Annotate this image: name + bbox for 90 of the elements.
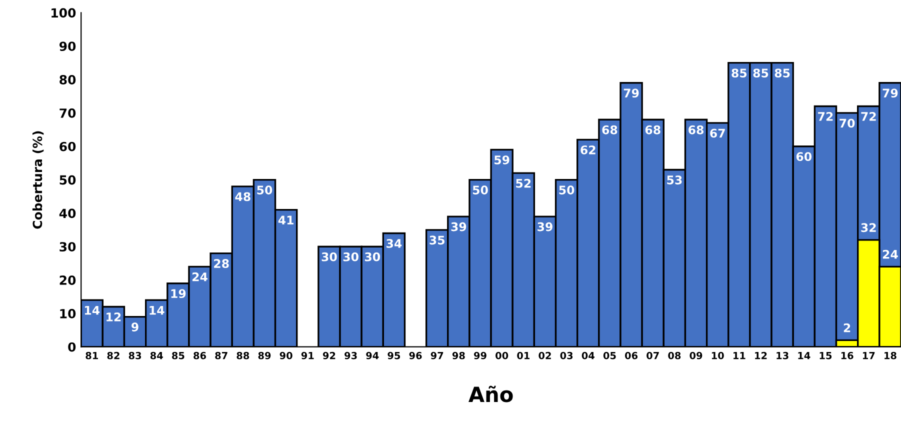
x-tick-label: 00 — [496, 352, 508, 360]
x-tick-label: 08 — [668, 352, 681, 360]
y-tick-label: 60 — [60, 142, 76, 152]
x-tick-label: 85 — [172, 352, 184, 360]
data-label: 85 — [753, 68, 768, 78]
x-tick-label: 87 — [215, 352, 228, 360]
data-label: 79 — [624, 88, 639, 98]
data-label: 39 — [538, 222, 552, 232]
data-label: 14 — [84, 306, 100, 315]
y-tick-label: 10 — [60, 308, 76, 318]
data-label: 50 — [257, 186, 272, 194]
y-tick-label: 40 — [59, 208, 76, 218]
x-tick-label: 86 — [194, 352, 206, 360]
x-tick-label: 07 — [646, 352, 659, 360]
y-axis-title: Cobertura (%) — [32, 131, 44, 229]
y-tick-label: 70 — [60, 108, 76, 118]
data-label: 62 — [580, 145, 596, 154]
data-label: 67 — [710, 128, 725, 138]
x-tick-label: 96 — [409, 352, 422, 360]
data-label: 32 — [861, 223, 876, 232]
x-tick-label: 89 — [258, 352, 271, 360]
data-label: 34 — [386, 239, 402, 248]
x-tick-label: 03 — [560, 352, 573, 360]
y-tick-label: 80 — [60, 74, 76, 84]
x-tick-label: 18 — [884, 352, 896, 360]
data-label: 72 — [818, 112, 833, 121]
data-label: 30 — [322, 252, 337, 262]
x-tick-label: 97 — [430, 352, 444, 360]
data-label: 35 — [430, 236, 444, 245]
x-tick-label: 14 — [798, 352, 810, 360]
data-label: 53 — [667, 176, 682, 184]
x-tick-label: 01 — [517, 352, 530, 360]
data-label: 48 — [235, 192, 250, 202]
data-label: 85 — [774, 68, 790, 78]
data-label: 59 — [494, 155, 510, 164]
x-tick-label: 16 — [841, 352, 854, 360]
data-label: 79 — [882, 88, 898, 98]
data-label: 85 — [732, 68, 747, 78]
data-label: 52 — [516, 178, 531, 188]
x-tick-label: 99 — [474, 352, 486, 360]
x-tick-label: 94 — [366, 352, 379, 360]
data-label: 60 — [796, 152, 812, 162]
data-label: 72 — [861, 112, 876, 121]
x-tick-label: 95 — [388, 352, 400, 360]
x-tick-label: 92 — [322, 352, 336, 360]
data-label: 14 — [150, 306, 164, 315]
y-tick-label: 50 — [60, 175, 76, 185]
x-tick-label: 93 — [344, 352, 357, 360]
data-label: 68 — [645, 125, 660, 134]
y-tick-label: 0 — [68, 342, 76, 352]
x-tick-label: 13 — [776, 352, 788, 360]
x-tick-label: 04 — [582, 352, 594, 360]
x-tick-label: 02 — [538, 352, 551, 360]
x-tick-label: 09 — [690, 352, 702, 360]
data-label: 50 — [559, 186, 574, 194]
data-label: 24 — [882, 250, 898, 259]
data-label: 19 — [171, 289, 186, 298]
y-tick-label: 30 — [60, 242, 76, 252]
x-tick-label: 06 — [624, 352, 638, 360]
y-tick-label: 100 — [52, 8, 76, 18]
x-tick-label: 17 — [862, 352, 875, 360]
data-label: 41 — [278, 216, 294, 224]
x-tick-label: 98 — [452, 352, 465, 360]
x-tick-label: 05 — [603, 352, 616, 360]
data-label: 2 — [844, 323, 850, 332]
data-label: 28 — [214, 259, 229, 268]
data-label: 68 — [688, 125, 704, 134]
x-tick-label: 10 — [712, 352, 724, 360]
x-tick-label: 88 — [236, 352, 250, 360]
y-tick-label: 20 — [60, 276, 76, 285]
data-label: 24 — [192, 272, 208, 282]
x-tick-label: 83 — [128, 352, 142, 360]
data-label: 70 — [840, 118, 855, 128]
x-tick-label: 81 — [86, 352, 98, 360]
x-tick-label: 84 — [150, 352, 163, 360]
data-label: 68 — [602, 125, 618, 134]
y-tick-label: 90 — [59, 42, 76, 52]
data-label: 30 — [343, 252, 358, 262]
x-tick-label: 82 — [107, 352, 120, 360]
data-label: 30 — [364, 252, 380, 262]
x-tick-label: 90 — [280, 352, 292, 360]
x-tick-label: 12 — [755, 352, 767, 360]
data-label: 50 — [472, 186, 488, 194]
x-axis-title: Año — [468, 386, 513, 402]
data-label: 39 — [451, 222, 466, 232]
x-tick-label: 11 — [734, 352, 746, 360]
x-tick-label: 91 — [301, 352, 314, 360]
data-label: 9 — [132, 322, 138, 332]
x-tick-label: 15 — [820, 352, 832, 360]
data-label: 12 — [106, 312, 121, 322]
